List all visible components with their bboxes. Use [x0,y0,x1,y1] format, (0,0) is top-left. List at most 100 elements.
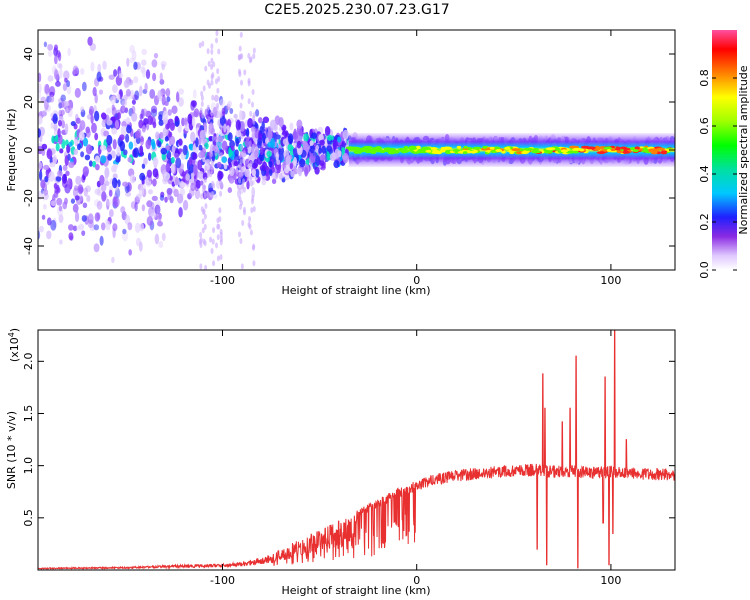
spectrogram-cell [289,122,294,131]
spectrogram-cell [250,207,254,214]
spectrogram-cell [84,154,91,161]
spectrogram-cell [111,256,115,264]
spectrogram-cell [255,168,260,178]
spectrogram-cell [237,54,241,61]
spectrogram-cell [94,110,100,122]
spectrogram-cell [194,183,199,192]
spectrogram-cell [246,179,250,190]
spectrogram-cell [648,148,658,152]
spectrogram-cell [181,117,185,127]
spectrogram-cell [242,150,246,157]
spectrogram-cell [238,68,242,75]
spectrogram-cell [299,159,306,165]
spectrogram-cell [106,145,112,153]
spectrogram-cell [248,140,252,147]
spectrogram-cell [240,133,244,140]
spectrogram-cell [199,180,204,186]
spectrogram-cell [315,144,320,154]
spectrogram-cell [96,200,103,210]
spectrogram-cell [53,44,59,52]
spectrogram-cell [304,166,309,177]
spectrogram-cell [157,141,162,148]
spectrogram-cell [128,249,133,256]
spectrogram-cell [50,122,54,129]
spectrogram-cell [179,182,186,188]
spectrogram-cell [59,148,64,154]
spectrogram-cell [463,145,468,149]
spectrogram-cell [210,48,214,55]
spectrogram-cell [52,154,58,165]
spectrogram-x-axis-label: Height of straight line (km) [281,284,430,297]
spectrogram-cell [334,148,340,159]
spectrogram-cell [38,161,43,170]
spectrogram-cell [139,113,144,120]
spectrogram-cell [82,137,89,147]
spectrogram-cell [190,182,196,192]
spectrogram-cell [252,118,256,125]
spectrogram-cell [203,223,207,230]
spectrogram-cell [219,228,223,235]
snr-scale-label: (x104) [7,328,21,362]
spectrogram-cell [274,134,281,140]
spectrogram-cell [99,174,105,186]
spectrogram-cell [43,41,48,48]
spectrogram-cell [130,201,136,209]
spectrogram-cell [41,214,46,220]
spectrogram-cell [94,188,101,195]
spectrogram-cell [199,107,203,114]
spectrogram-cell [195,137,199,148]
spectrogram-cell [210,64,214,71]
spectrogram-cell [249,160,253,167]
spectrogram-cell [100,155,107,164]
spectrogram-cell [216,255,220,262]
spectrogram-cell [252,47,256,54]
spectrogram-cell [185,173,190,181]
spectrogram-cell [216,217,220,224]
spectrogram-cell [87,36,93,46]
spectrogram-cell [249,229,253,236]
spectrogram-cell [296,167,303,175]
spectrogram-cell [63,70,70,81]
spectrogram-x-tick-label: -100 [210,274,235,287]
spectrogram-cell [193,89,197,99]
spectrogram-cell [215,37,219,44]
snr-panel: -100 0 100 0.5 1.0 1.5 2.0 Height of straight … [5,328,676,597]
spectrogram-cell [251,88,255,95]
spectrogram-cell [100,222,106,231]
spectrogram-cell [94,132,99,141]
spectrogram-cell [201,112,205,119]
spectrogram-cell [162,110,169,121]
spectrogram-cell [259,126,264,135]
spectrogram-cell [616,150,623,154]
spectrogram-cell [201,227,205,234]
spectrogram-cell [92,86,97,97]
spectrogram-cell [603,146,613,150]
spectrogram-cell [96,71,102,82]
spectrogram-cell [145,139,151,150]
spectrogram-cell [217,48,221,55]
spectrogram-cell [249,56,253,63]
spectrogram-cell [149,88,156,99]
spectrogram-cell [177,138,183,146]
spectrogram-cell [106,119,113,126]
spectrogram-cell [77,184,84,195]
spectrogram-cell [207,60,211,67]
spectrogram-cell [38,230,41,240]
spectrogram-cell [238,162,242,169]
spectrogram-cell [49,94,55,103]
spectrogram-cell [141,163,146,169]
spectrogram-cell [501,150,506,154]
snr-frame [37,329,676,571]
spectrogram-cell [278,117,284,128]
spectrogram-cell [279,150,284,162]
spectrogram-cell [332,139,338,148]
spectrogram-cell [168,135,176,146]
spectrogram-cell [292,130,299,141]
spectrogram-cell [252,53,256,60]
spectrogram-cell [202,85,206,92]
spectrogram-cell [216,102,220,109]
spectrogram-cell [159,131,164,139]
spectrogram-cell [85,126,91,134]
spectrogram-cell [302,140,308,148]
spectrogram-cell [74,195,80,201]
